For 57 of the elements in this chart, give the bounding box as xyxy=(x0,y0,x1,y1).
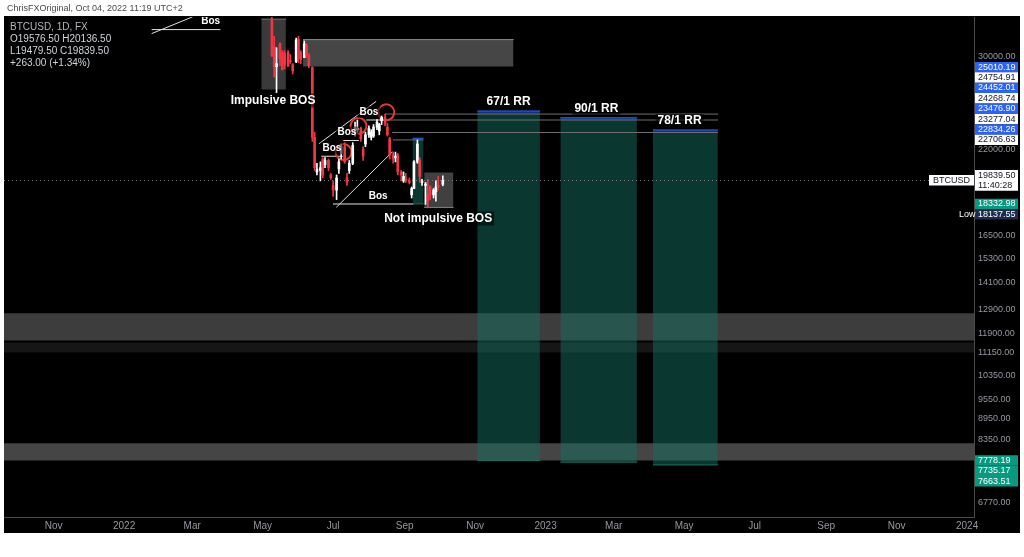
annotation: Bos xyxy=(322,142,342,153)
x-tick-label: 2023 xyxy=(534,519,558,531)
y-tick-label: 22000.00 xyxy=(978,143,1016,154)
x-tick-label: Sep xyxy=(395,519,415,531)
y-tick-label: 8950.00 xyxy=(978,413,1011,423)
annotation: 78/1 RR xyxy=(657,113,702,128)
y-tick-label: 11150.00 xyxy=(978,347,1015,358)
text: 7778.19 xyxy=(978,454,1011,465)
x-tick-label: Mar xyxy=(605,519,623,531)
x-tick-label: Jul xyxy=(748,519,761,531)
text: 23277.04 xyxy=(978,113,1016,124)
x-tick-label: 2022 xyxy=(112,519,136,531)
y-tick-label: 12900.00 xyxy=(978,303,1016,314)
text: O19576.50 H20136.50 L19479.50 C19839.50 +263.00 (+1.34%) xyxy=(10,33,113,69)
y-tick-label: 10350.00 xyxy=(978,369,1016,380)
text: 25010.19 xyxy=(978,61,1016,72)
annotation: Bos xyxy=(337,126,357,138)
y-tick-label: 8350.00 xyxy=(978,433,1011,444)
point xyxy=(377,103,396,122)
text: 7735.17 xyxy=(978,465,1011,476)
annotation: BTCUSD xyxy=(933,174,971,185)
annotation: 90/1 RR xyxy=(574,101,619,116)
text: 7663.51 xyxy=(978,475,1011,486)
x-tick-label: Nov xyxy=(466,519,485,531)
annotation: 67/1 RR xyxy=(486,94,531,109)
y-tick-label: 15300.00 xyxy=(978,252,1016,263)
y-tick-label: 6770.00 xyxy=(978,496,1011,507)
annotation: Not impulsive BOS xyxy=(384,210,493,225)
text: 22834.26 xyxy=(978,124,1016,134)
x-tick-label: Sep xyxy=(817,519,836,531)
x-tick-label: Jul xyxy=(326,519,340,531)
annotation: Impulsive BOS xyxy=(230,92,316,107)
x-tick-label: May xyxy=(253,519,273,531)
x-tick-label: Mar xyxy=(183,519,202,531)
text: 18332.98 xyxy=(978,198,1016,209)
annotation: 11:40:28 xyxy=(978,179,1013,190)
y-tick-label: 30000.00 xyxy=(978,51,1016,62)
annotation: Bos xyxy=(359,105,379,117)
x-tick-label: Nov xyxy=(887,519,906,531)
y-tick-label: 14100.00 xyxy=(978,276,1016,287)
text: 24268.74 xyxy=(978,92,1016,103)
chart-title: BTCUSD, 1D, FX xyxy=(10,21,89,33)
y-tick-label: 11900.00 xyxy=(978,327,1015,338)
annotation: Bos xyxy=(201,15,221,27)
text: 23476.90 xyxy=(978,103,1016,114)
y-tick-label: 16500.00 xyxy=(978,229,1016,240)
text: 24452.01 xyxy=(978,82,1016,93)
x-tick-label: May xyxy=(674,519,694,531)
x-tick-label: 2024 xyxy=(955,519,979,531)
text: ChrisFXOriginal, Oct 04, 2022 11:19 UTC+2 xyxy=(7,3,183,13)
annotation: Bos xyxy=(368,189,389,201)
text: 22706.63 xyxy=(978,134,1016,145)
annotation: Low 18137.55 xyxy=(958,208,1016,219)
ref-line-label: 19839.50 xyxy=(978,169,1016,180)
text: 24754.91 xyxy=(978,72,1016,82)
y-tick-label: 9550.00 xyxy=(978,393,1011,404)
x-tick-label: Nov xyxy=(44,519,63,531)
